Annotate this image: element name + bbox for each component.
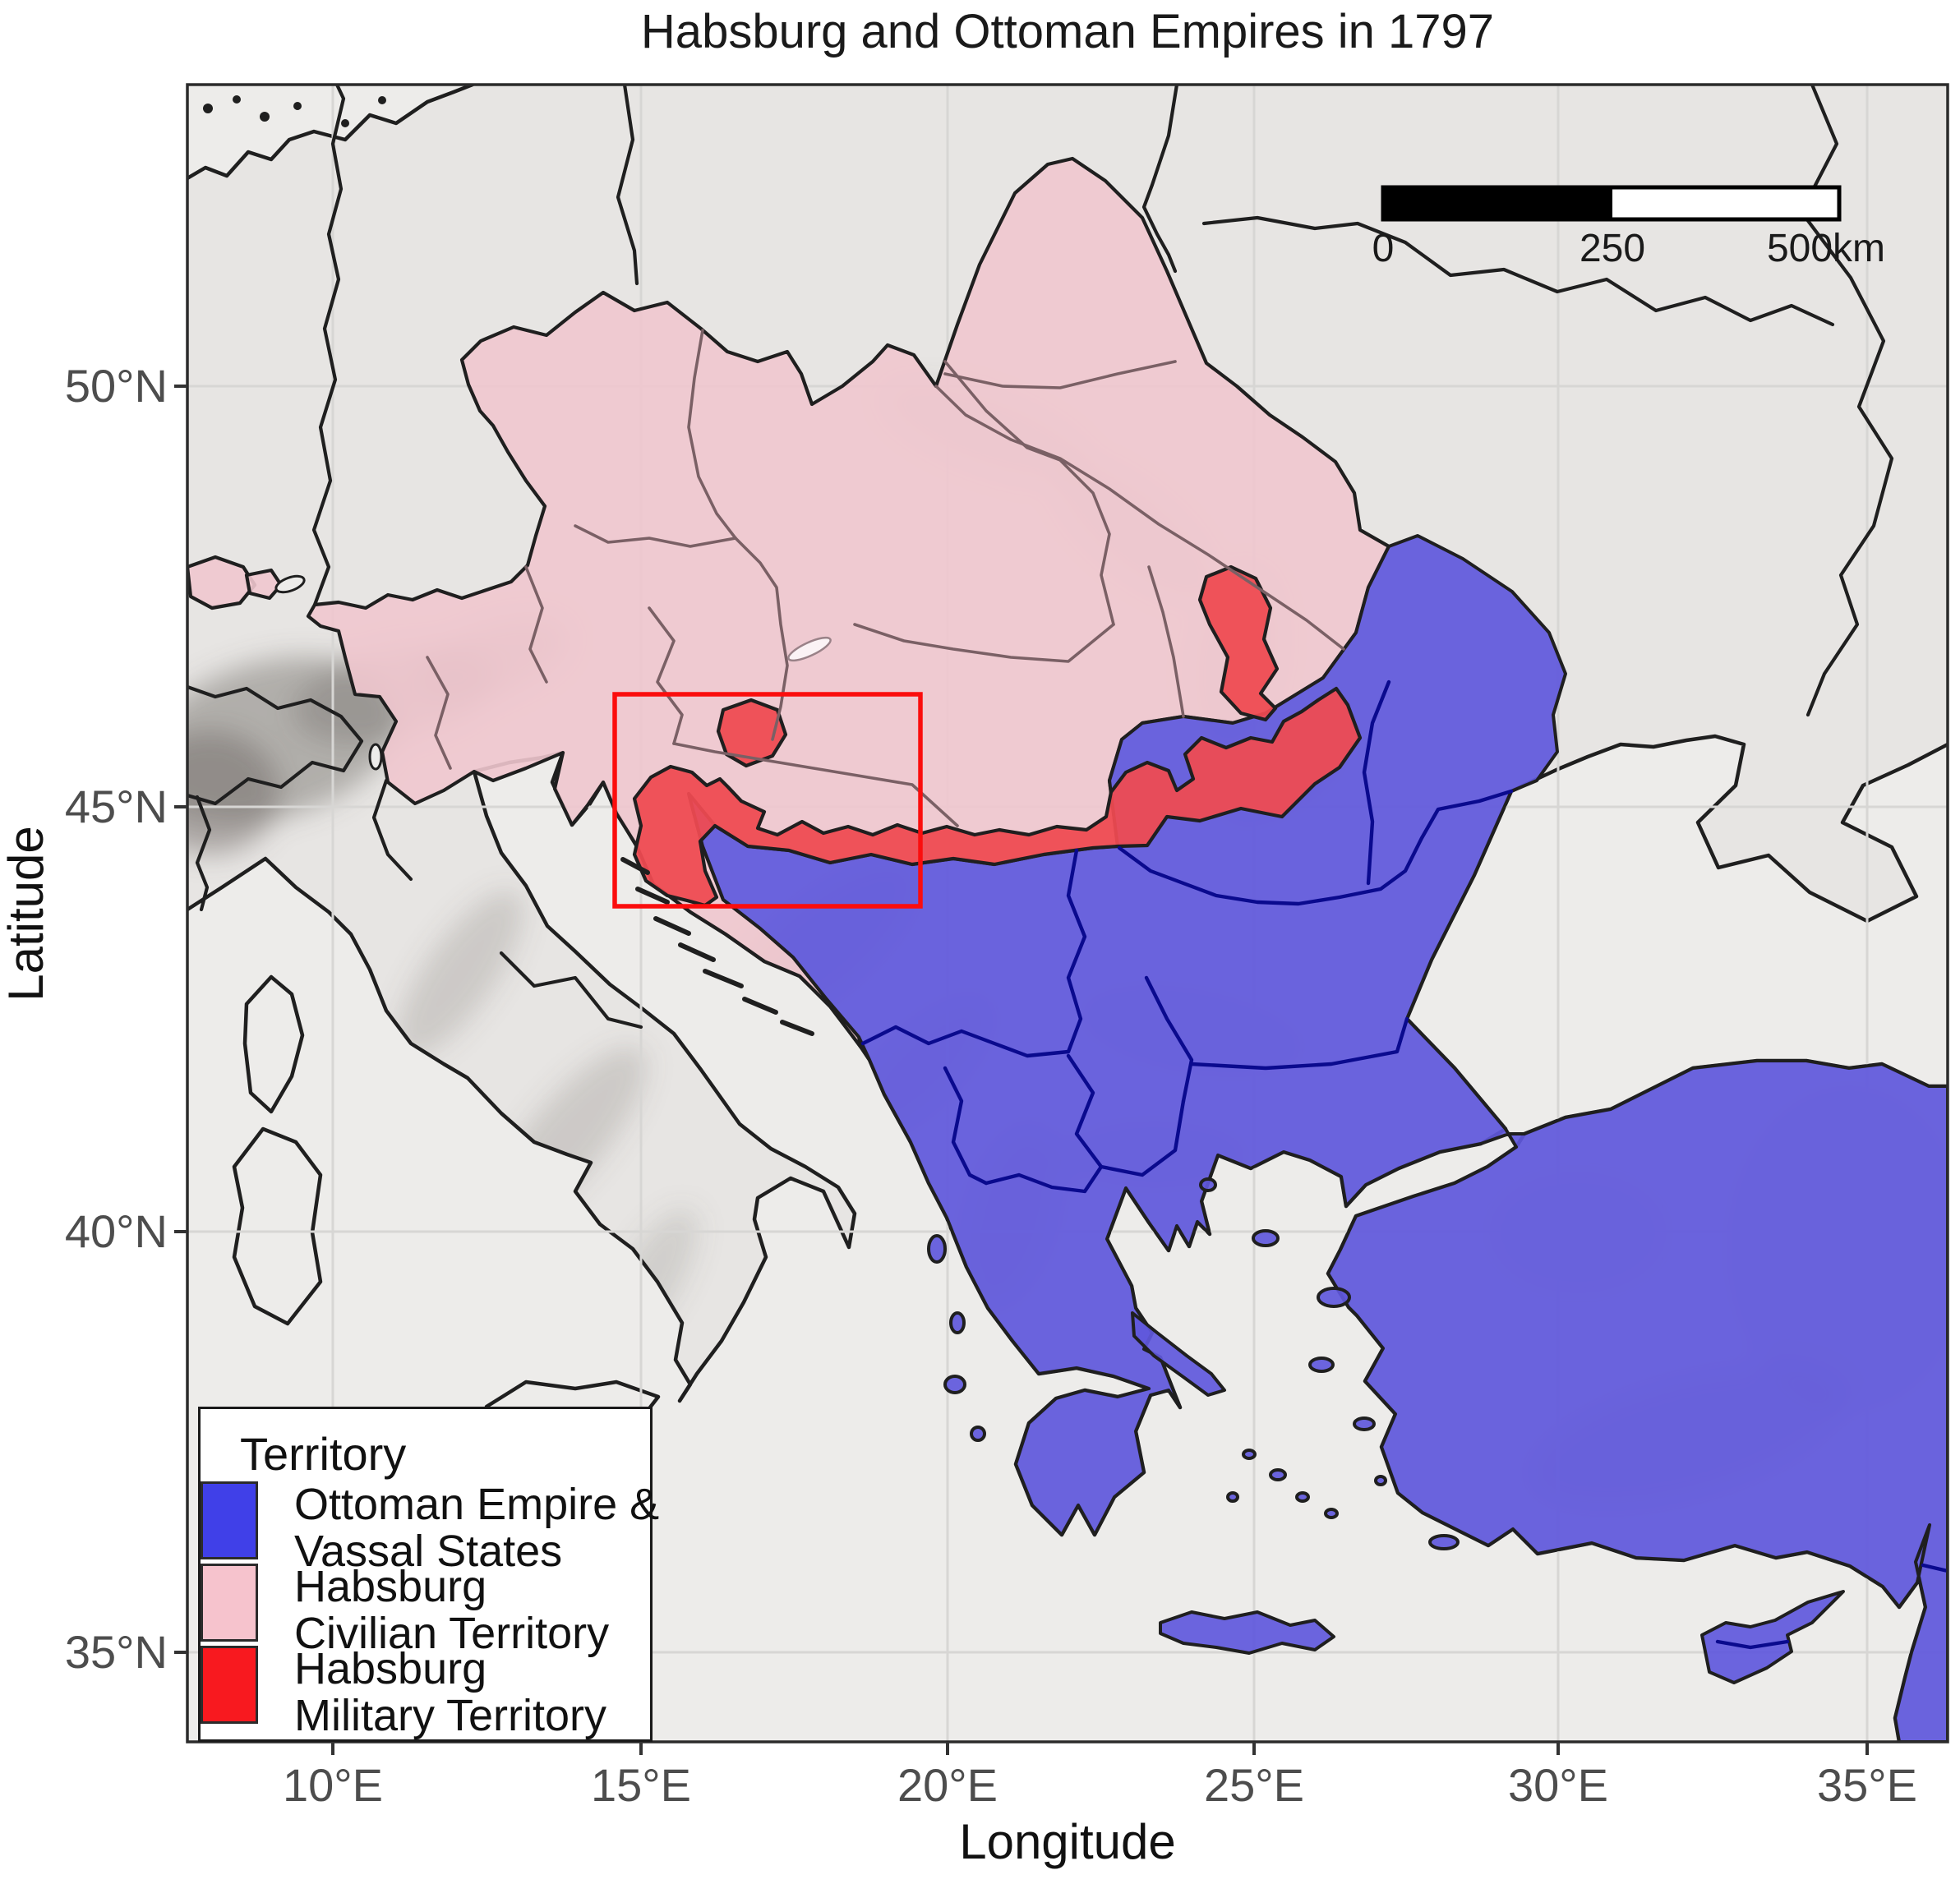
baltic-coastline <box>187 85 475 181</box>
x-tick: 35°E <box>1817 1759 1917 1811</box>
military-frontier-region <box>632 564 1363 908</box>
legend-label-line: Vassal States <box>294 1527 563 1576</box>
legend-label-ottoman: Ottoman Empire & Vassal States <box>294 1481 659 1575</box>
ottoman-region <box>687 534 1948 1742</box>
y-tick: 35°N <box>65 1626 168 1678</box>
x-tick: 25°E <box>1204 1759 1304 1811</box>
lakes <box>274 574 832 771</box>
varazdin-generalate <box>716 698 788 768</box>
study-area-annotation <box>612 692 923 909</box>
x-axis-labels: 10°E 15°E 20°E 25°E 30°E 35°E <box>283 1759 1917 1811</box>
habsburg-internal-borders <box>426 329 1345 827</box>
corsica <box>242 974 305 1114</box>
panel-border <box>186 83 1949 1744</box>
axis-ticks <box>174 385 1869 1755</box>
dalmatian-islands <box>620 857 814 1036</box>
y-tick: 50°N <box>65 360 168 412</box>
legend-label-line: Ottoman Empire & <box>294 1480 660 1529</box>
lake-balaton <box>787 636 832 662</box>
legend: Territory Ottoman Empire & Vassal States… <box>198 1407 659 1742</box>
y-axis-labels: 50°N 45°N 40°N 35°N <box>65 360 168 1678</box>
further-austria-patches <box>187 555 284 610</box>
euboea <box>1131 1311 1226 1397</box>
military-frontier-band <box>632 686 1363 908</box>
y-tick: 45°N <box>65 781 168 832</box>
legend-swatch-ottoman <box>201 1481 258 1559</box>
legend-label-habsburg-civilian: Habsburg Civilian Territory <box>294 1564 609 1657</box>
legend-title: Territory <box>240 1428 407 1480</box>
x-tick: 10°E <box>283 1759 383 1811</box>
legend-swatch-habsburg-military <box>201 1646 258 1724</box>
legend-label-line: Habsburg <box>294 1562 487 1611</box>
x-tick: 30°E <box>1508 1759 1608 1811</box>
lake-garda <box>368 743 383 771</box>
lake-constance <box>274 574 306 594</box>
ottoman-islands <box>927 1177 1845 1684</box>
y-axis-title: Latitude <box>0 826 53 1002</box>
x-tick: 15°E <box>591 1759 691 1811</box>
country-borders <box>187 85 1894 1030</box>
legend-label-line: Habsburg <box>294 1644 487 1693</box>
scale-bar-end: 500km <box>1767 227 1885 270</box>
ottoman-internal-borders <box>860 679 1948 1650</box>
legend-label-line: Civilian Territory <box>294 1609 610 1658</box>
scale-bar: 0 250 500km <box>1372 185 1885 270</box>
legend-label-habsburg-military: Habsburg Military Territory <box>294 1646 606 1739</box>
sardinia <box>232 1126 323 1326</box>
x-axis-title: Longitude <box>959 1814 1176 1869</box>
danube-river <box>1117 789 1514 906</box>
page-title: Habsburg and Ottoman Empires in 1797 <box>641 5 1494 58</box>
scale-bar-mid: 250 <box>1580 227 1645 270</box>
cyprus <box>1700 1590 1845 1684</box>
x-tick: 20°E <box>897 1759 998 1811</box>
crete <box>1159 1610 1335 1655</box>
corfu <box>927 1234 947 1264</box>
baltic-islets <box>203 95 386 127</box>
y-tick: 40°N <box>65 1205 168 1257</box>
legend-label-line: Military Territory <box>294 1691 607 1740</box>
scale-bar-zero: 0 <box>1372 227 1395 270</box>
legend-swatch-habsburg-civilian <box>201 1564 258 1642</box>
